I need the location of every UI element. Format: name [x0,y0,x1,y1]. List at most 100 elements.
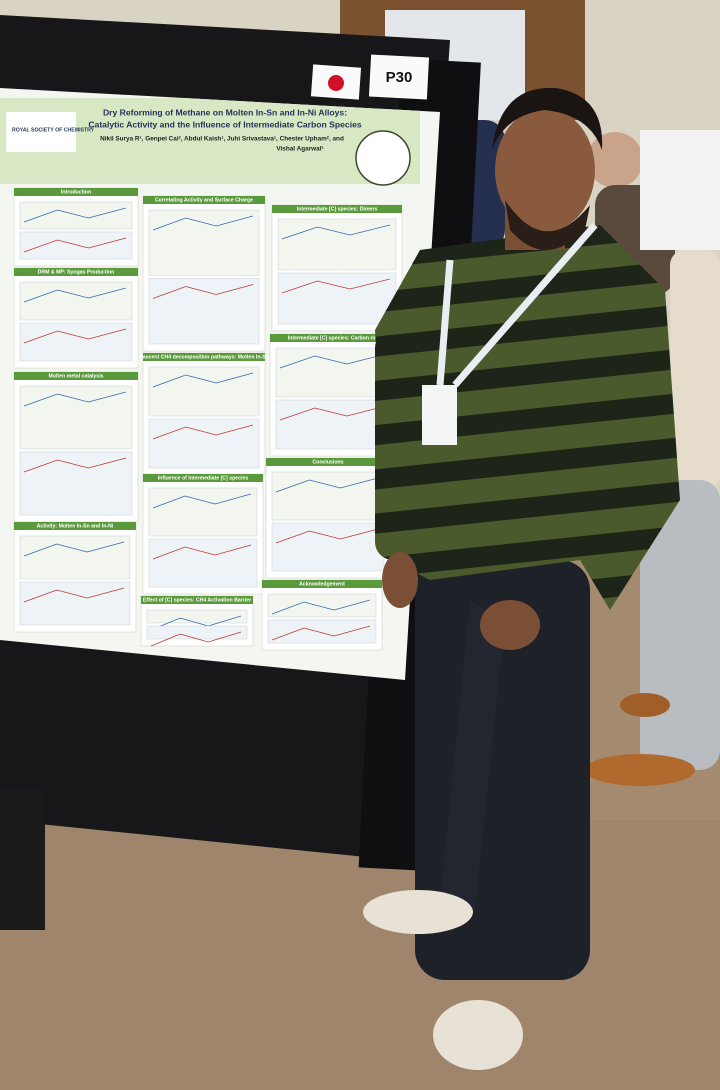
section-header [143,474,263,482]
hair [492,87,603,150]
leg [440,600,505,910]
lanyard [436,222,598,388]
section-header [14,268,138,276]
figure-curve [275,477,379,493]
name-badge [422,385,457,445]
poster-number: P30 [386,69,413,86]
figure-curve [152,544,252,560]
figure-curve [152,284,254,299]
figure-curve [23,391,127,407]
beard [505,200,590,250]
figure-placeholder [275,347,393,398]
section-header [14,522,136,530]
figure-placeholder [19,385,133,450]
figure-placeholder [148,418,260,469]
figure-placeholder [148,278,260,345]
section-header [141,596,253,604]
figure-curve [23,541,125,557]
figure-curve [23,237,127,253]
poster-title: Catalytic Activity and the Influence of … [88,119,362,129]
background-shoe [585,754,695,786]
presenter [363,87,680,1070]
section-header [270,334,398,342]
figure-curve [23,287,127,303]
figure-curve [23,587,125,603]
hand [480,600,540,650]
figure-placeholder [148,487,258,537]
poster-authors: Vishal Agarwal¹ [276,146,323,153]
figure-placeholder [277,218,397,271]
section-heading: Effect of [C] species: CH4 Activation Ba… [143,598,251,604]
head [495,108,595,232]
section-heading: Influence of Intermediate [C] species [158,476,249,482]
figure-curve [152,215,254,231]
logo-text: ROYAL SOCIETY OF CHEMISTRY [12,127,95,133]
shoe [363,890,473,934]
section-header [14,188,138,196]
figure-curve [150,631,242,647]
figure-curve [281,224,391,240]
background-person-jacket [670,250,720,490]
logo-box [6,112,76,152]
figure-curve [152,493,252,509]
section-header [143,196,265,204]
background-person-head [587,132,643,188]
figure-placeholder [148,538,258,588]
figure-curve [279,353,387,369]
poster-authors: Nikil Surya R¹, Genpei Cai², Abdul Kaish… [100,136,344,143]
figure-placeholder [146,609,248,624]
figure-curve [271,625,371,641]
figure-curve [23,328,127,344]
section-heading: Conclusions [312,460,343,466]
figure-placeholder [19,451,133,516]
section-heading: DRM & MP: Syngas Production [38,270,115,276]
figure-placeholder [267,619,377,644]
badge-card [368,54,430,100]
section-header [143,353,265,361]
figure-curve [23,207,127,223]
figure-placeholder [267,593,377,618]
section-header [14,372,138,380]
figure-curve [23,457,127,473]
figure-curve [281,278,391,294]
figure-curve [271,599,371,615]
poster-title: Dry Reforming of Methane on Molten In-Sn… [103,107,347,117]
section-heading: Intermediate [C] species: Carbon ring [288,336,381,342]
section-heading: Introduction [61,190,91,196]
section-heading: Activity: Molten In-Sn and In-Ni [37,524,114,530]
hand [382,552,418,608]
figure-placeholder [19,231,133,260]
figure-placeholder [19,281,133,321]
figure-placeholder [271,471,385,521]
section-heading: Molten metal catalysis [48,374,103,380]
figure-curve [279,405,387,421]
institute-seal [355,130,411,186]
figure-placeholder [19,322,133,362]
board-foot [0,790,45,930]
section-header [262,580,382,588]
section-header [266,458,390,466]
shoe [433,1000,523,1070]
figure-placeholder [19,201,133,230]
background-shoe [620,693,670,717]
figure-curve [150,615,242,631]
striped-sweater [375,225,680,610]
figure-placeholder [19,581,131,626]
figure-placeholder [148,366,260,417]
figure-placeholder [148,209,260,276]
flag-sun [328,75,344,91]
figure-placeholder [146,625,248,640]
section-heading: Correlating Activity and Surface Charge [155,198,253,204]
section-heading: Intermediate [C] species: Dimers [297,207,378,213]
background-poster [640,130,720,250]
section-heading: Acknowledgement [299,582,345,588]
figure-placeholder [19,535,131,580]
figure-curve [152,372,254,388]
figure-curve [275,528,379,544]
figure-placeholder [271,522,385,572]
figure-curve [152,424,254,440]
figure-placeholder [275,399,393,450]
section-header [272,205,402,213]
sleeve [375,330,415,560]
